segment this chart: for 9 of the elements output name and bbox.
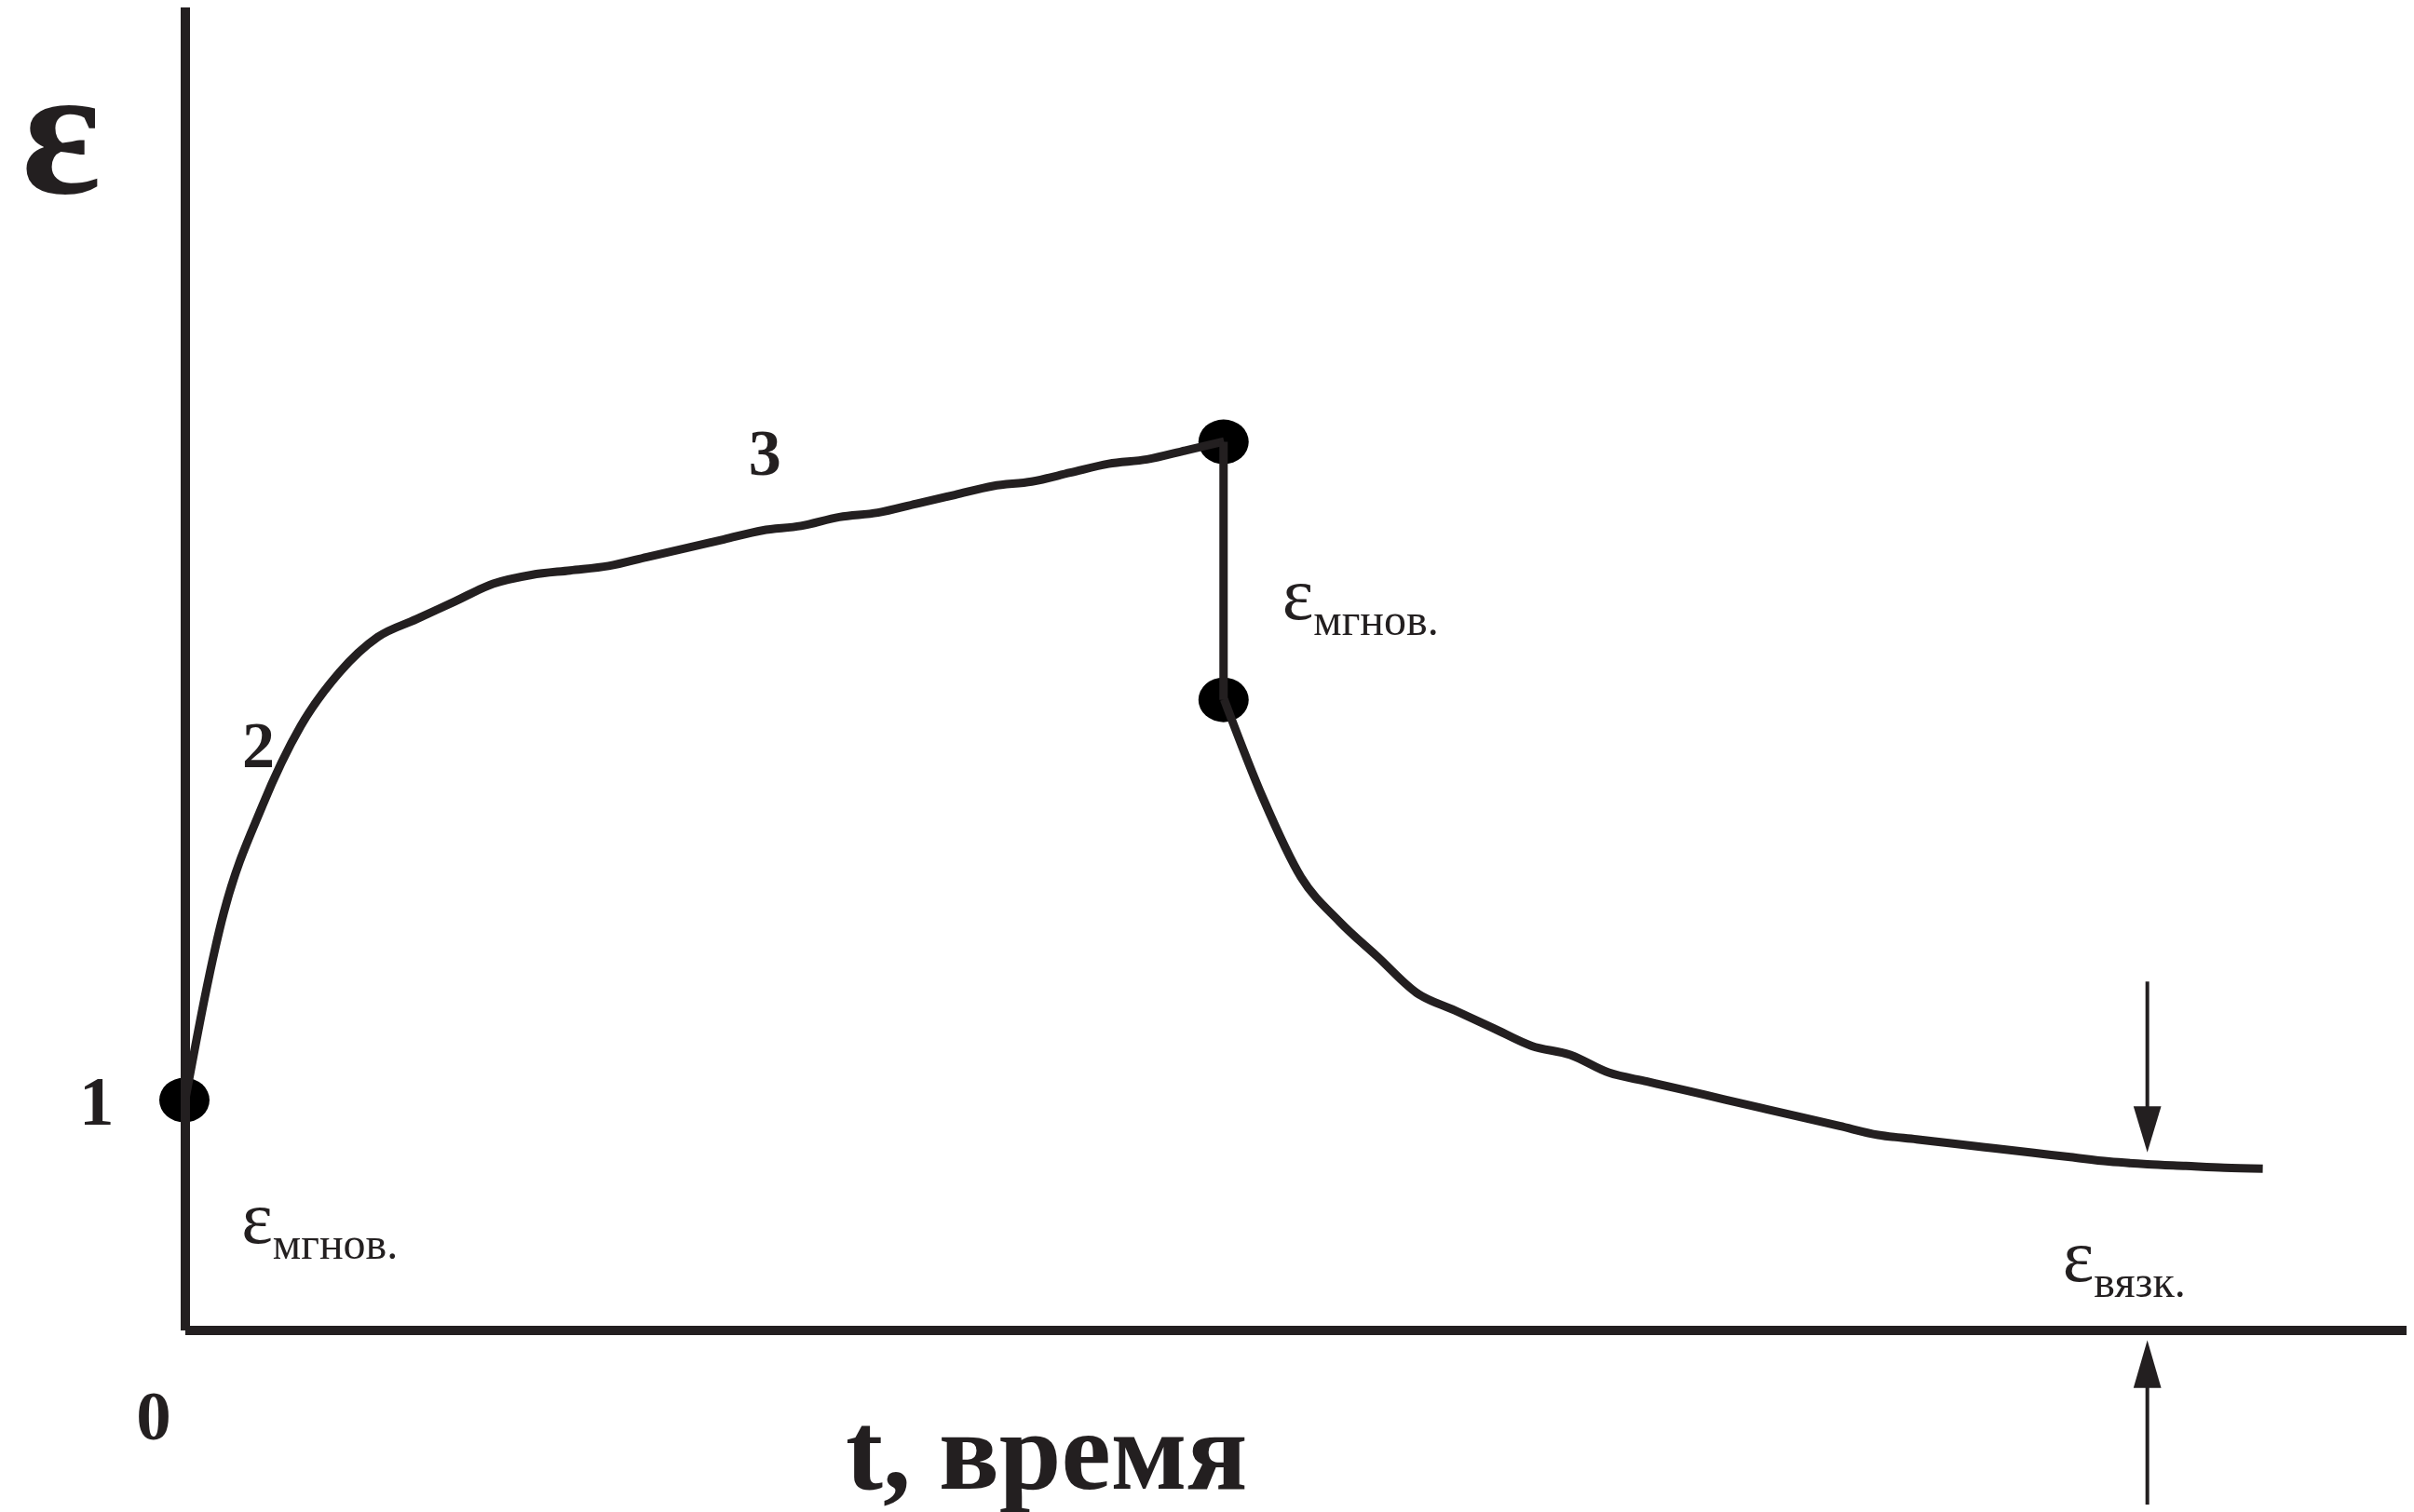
annotation: ε$_{мгнов.}$ (1282, 553, 1439, 645)
x-axis-title: t, время (846, 1388, 1248, 1512)
annotation: 2 (241, 709, 275, 782)
annotation: 3 (748, 417, 781, 490)
text: 1 (79, 1061, 115, 1140)
text: 0 (136, 1376, 171, 1454)
annotation: ε$_{вязк.}$ (2062, 1215, 2186, 1307)
annotation: ε$_{мгнов.}$ (241, 1176, 399, 1268)
y-axis-title: ε (21, 27, 102, 234)
